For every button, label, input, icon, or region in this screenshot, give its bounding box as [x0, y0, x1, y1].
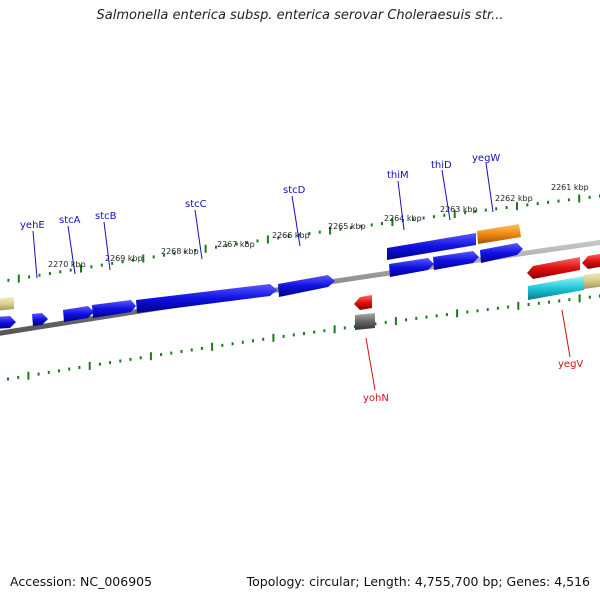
gene-arrow[interactable]	[0, 297, 14, 311]
gene-arrow[interactable]	[528, 276, 584, 300]
genome-title: Salmonella enterica subsp. enterica sero…	[96, 8, 504, 23]
gene-arrow[interactable]	[389, 258, 434, 277]
scale-label: 2265 kbp	[328, 222, 366, 231]
gene-arrow[interactable]	[582, 253, 600, 269]
gene-arrow[interactable]	[527, 257, 580, 279]
gene-label-yegV: yegV	[558, 359, 583, 370]
scale-label: 2261 kbp	[551, 183, 589, 192]
gene-label-stcB: stcB	[95, 211, 117, 222]
scale-label: 2267 kbp	[217, 240, 255, 249]
gene-arrow[interactable]	[0, 316, 16, 329]
gene-arrow[interactable]	[355, 313, 375, 330]
gene-label-yegW: yegW	[472, 153, 500, 164]
gene-arrow[interactable]	[387, 233, 476, 260]
scale-ticks-outer	[7, 194, 600, 283]
scale-label: 2269 kbp	[105, 254, 143, 263]
gene-arrow[interactable]	[433, 251, 479, 270]
gene-labels: yehE stcA stcB stcC stcD thiM thiD yegW …	[20, 153, 583, 404]
gene-label-yohN: yohN	[363, 393, 389, 404]
gene-label-stcA: stcA	[59, 215, 81, 226]
gene-leader-lines	[32, 162, 571, 391]
genome-summary: Topology: circular; Length: 4,755,700 bp…	[246, 574, 590, 589]
gene-label-yehE: yehE	[20, 220, 45, 231]
scale-label: 2266 kbp	[272, 231, 310, 240]
gene-arrow[interactable]	[477, 224, 521, 244]
scale-label: 2270 kbp	[48, 260, 86, 269]
gene-label-thiM: thiM	[387, 170, 409, 181]
gene-label-stcD: stcD	[283, 185, 306, 196]
gene-arrow[interactable]	[480, 243, 523, 263]
gene-label-thiD: thiD	[431, 160, 452, 171]
gene-arrow[interactable]	[354, 295, 372, 310]
other-genes	[0, 224, 600, 330]
gene-arrow[interactable]	[92, 300, 136, 318]
gene-arrow[interactable]	[63, 306, 94, 322]
forward-genes	[0, 233, 523, 329]
gene-arrow[interactable]	[584, 272, 600, 289]
gene-label-stcC: stcC	[185, 199, 207, 210]
accession-label: Accession: NC_006905	[10, 574, 153, 589]
gene-arrow[interactable]	[136, 284, 277, 313]
scale-label: 2262 kbp	[495, 194, 533, 203]
gene-arrow[interactable]	[32, 313, 48, 326]
scale-label: 2263 kbp	[440, 205, 478, 214]
scale-label: 2268 kbp	[161, 247, 199, 256]
gene-arrow[interactable]	[278, 275, 335, 297]
